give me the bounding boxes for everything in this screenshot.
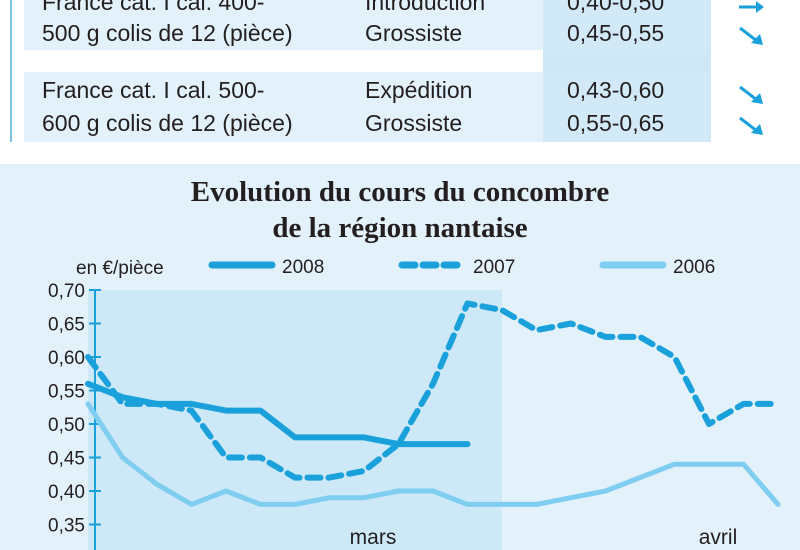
arrow-right-icon [739,1,764,13]
legend-label-2006: 2006 [673,257,715,278]
chart-subtitle: de la région nantaise [272,212,528,244]
product-label: France cat. I cal. 400- [42,0,265,15]
month-band [88,290,502,550]
stage-label: Grossiste [365,110,463,136]
stage-label: Expédition [365,77,473,103]
arrow-down-right-icon [739,26,763,45]
y-tick-label: 0,55 [48,382,85,403]
y-tick-label: 0,40 [48,482,85,503]
y-axis-label: en €/pièce [76,258,164,279]
y-tick-label: 0,60 [48,348,85,369]
y-tick-label: 0,45 [48,449,85,470]
price-column-highlight [543,0,711,142]
arrow-down-right-icon [739,85,763,104]
series-line-2008 [85,380,471,448]
y-tick-label: 0,50 [48,415,85,436]
series-line-2007 [85,300,781,481]
y-tick-label: 0,35 [48,516,85,537]
price-value: 0,40-0,50 [567,0,665,15]
y-tick-label: 0,70 [48,281,85,302]
stage-label: Grossiste [365,20,463,46]
price-value: 0,43-0,60 [567,77,665,103]
product-label: 500 g colis de 12 (pièce) [42,20,293,46]
product-label: 600 g colis de 12 (pièce) [42,110,293,136]
product-label: France cat. I cal. 500- [42,77,265,103]
series-line-2006 [85,401,781,507]
y-tick-label: 0,65 [48,315,85,336]
arrow-down-right-icon [739,116,763,135]
legend-label-2008: 2008 [282,257,324,278]
price-value: 0,45-0,55 [567,20,665,46]
price-value: 0,55-0,65 [567,110,665,136]
table-rule [10,0,12,142]
x-tick-label: mars [350,526,397,549]
stage-label: Introduction [365,0,486,15]
price-table: France cat. I cal. 400- 500 g colis de 1… [0,0,800,150]
chart-title: Evolution du cours du concombre [190,176,610,208]
x-tick-label: avril [699,526,738,549]
legend-label-2007: 2007 [473,257,515,278]
